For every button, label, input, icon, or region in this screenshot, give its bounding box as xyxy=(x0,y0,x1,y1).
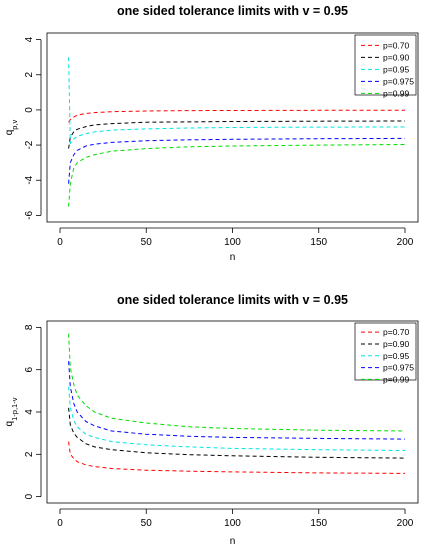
series-line-p=0.90 xyxy=(68,407,406,459)
y-axis-label-subscript: 1-p,1-v xyxy=(10,397,19,421)
x-tick-label: 0 xyxy=(57,518,63,529)
legend-label: p=0.70 xyxy=(383,327,410,337)
bottom-chart: one sided tolerance limits with v = 0.95… xyxy=(4,293,419,547)
y-axis-label: q1-p,1-v xyxy=(4,397,19,426)
y-tick-label: 4 xyxy=(24,409,35,415)
y-tick-label: 2 xyxy=(24,72,35,78)
series-line-p=0.975 xyxy=(68,137,406,184)
legend-box xyxy=(354,34,417,96)
legend-label: p=0.99 xyxy=(383,374,410,384)
legend-label: p=0.70 xyxy=(383,40,410,50)
x-tick-label: 200 xyxy=(397,518,414,529)
legend-label: p=0.90 xyxy=(383,339,410,349)
y-tick-label: -6 xyxy=(24,211,35,220)
series-line-p=0.70 xyxy=(68,441,406,474)
x-tick-label: 50 xyxy=(141,237,153,248)
legend-label: p=0.95 xyxy=(383,351,410,361)
x-tick-label: 0 xyxy=(57,237,63,248)
y-tick-label: 6 xyxy=(24,366,35,372)
legend-label: p=0.975 xyxy=(383,363,414,373)
chart-title: one sided tolerance limits with v = 0.95 xyxy=(117,4,348,18)
series-line-p=0.70 xyxy=(68,109,405,123)
y-axis-label-main: q xyxy=(4,130,15,136)
x-tick-label: 100 xyxy=(224,518,241,529)
x-axis-label: n xyxy=(230,252,236,263)
x-axis-label: n xyxy=(230,536,236,547)
x-tick-label: 200 xyxy=(397,237,414,248)
y-tick-label: -2 xyxy=(24,140,35,149)
legend-label: p=0.99 xyxy=(383,88,410,98)
series-line-p=0.99 xyxy=(68,333,406,432)
plot-frame xyxy=(46,32,419,223)
series-line-p=0.95 xyxy=(68,386,406,451)
legend-label: p=0.95 xyxy=(383,64,410,74)
y-tick-label: 0 xyxy=(24,107,35,113)
series-line-p=0.975 xyxy=(68,361,406,440)
y-tick-label: 8 xyxy=(24,324,35,330)
x-tick-label: 150 xyxy=(310,518,327,529)
top-chart: one sided tolerance limits with v = 0.95… xyxy=(4,4,419,263)
series-line-p=0.95 xyxy=(68,57,406,145)
y-tick-label: 4 xyxy=(24,36,35,42)
y-axis-label-subscript: p,v xyxy=(10,119,19,129)
legend-label: p=0.975 xyxy=(383,76,414,86)
legend-label: p=0.90 xyxy=(383,52,410,62)
plot-frame xyxy=(46,320,419,504)
x-tick-label: 100 xyxy=(224,237,241,248)
series-line-p=0.99 xyxy=(68,144,406,207)
y-tick-label: -4 xyxy=(24,175,35,184)
chart-title: one sided tolerance limits with v = 0.95 xyxy=(117,293,348,307)
y-tick-label: 0 xyxy=(24,493,35,499)
series-line-p=0.90 xyxy=(68,120,406,149)
x-tick-label: 50 xyxy=(141,518,153,529)
x-tick-label: 150 xyxy=(310,237,327,248)
y-axis-label: qp,v xyxy=(4,119,19,135)
y-axis-label-main: q xyxy=(4,421,15,427)
y-tick-label: 2 xyxy=(24,451,35,457)
legend-box xyxy=(354,322,417,381)
